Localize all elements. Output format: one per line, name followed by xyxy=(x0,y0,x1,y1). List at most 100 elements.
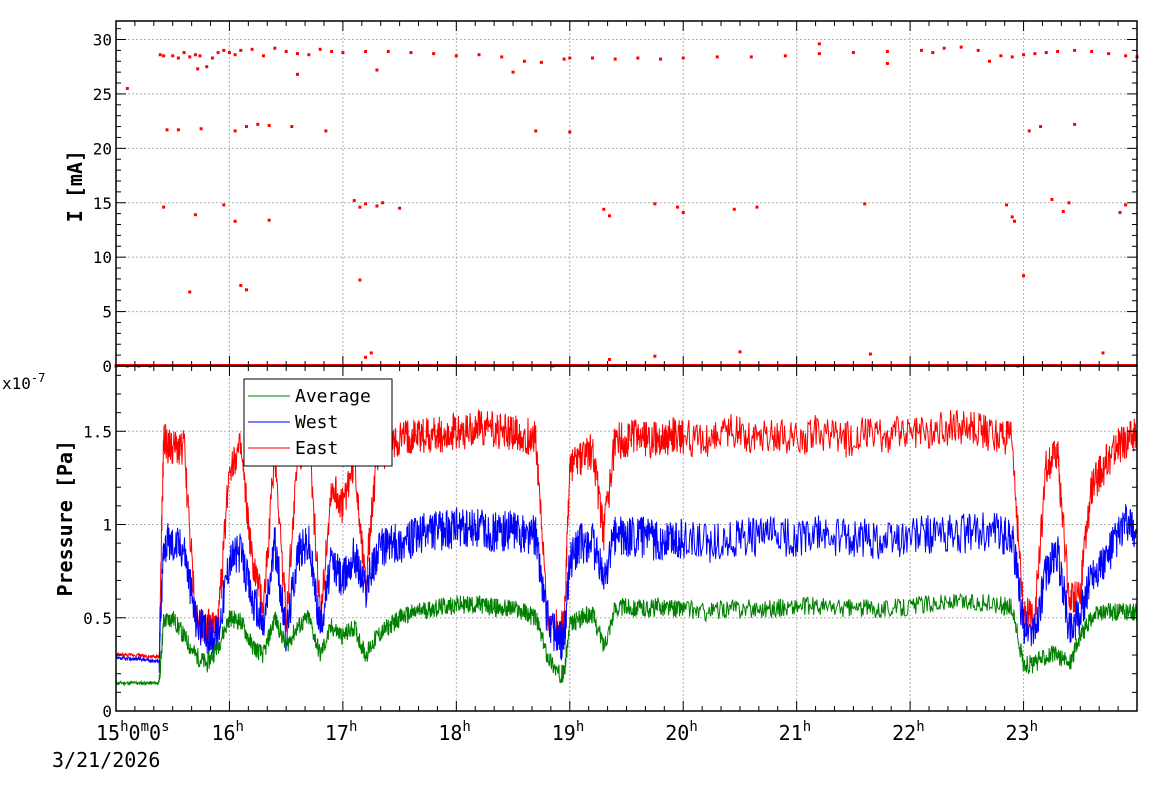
current-point xyxy=(267,123,271,127)
current-point xyxy=(749,55,753,59)
current-point xyxy=(1107,52,1111,56)
current-point xyxy=(358,205,362,209)
current-point xyxy=(386,49,390,53)
current-point xyxy=(171,54,175,58)
legend-label-average: Average xyxy=(295,386,371,407)
legend-label-east: East xyxy=(295,438,338,459)
current-point xyxy=(1039,125,1043,129)
legend-label-west: West xyxy=(295,412,338,433)
current-point xyxy=(1118,211,1122,215)
current-point xyxy=(1027,129,1031,133)
current-point xyxy=(205,65,209,69)
current-point xyxy=(222,203,226,207)
x-tick-label: 23h xyxy=(1006,719,1039,745)
current-point xyxy=(193,213,197,217)
current-point xyxy=(500,55,504,59)
current-point xyxy=(1124,54,1128,58)
current-series xyxy=(114,42,1139,368)
x-tick-label: 20h xyxy=(665,719,698,745)
current-point xyxy=(296,72,300,76)
current-point xyxy=(477,53,481,57)
current-point xyxy=(165,128,169,132)
current-point xyxy=(659,57,663,61)
current-point xyxy=(1010,215,1014,219)
current-point xyxy=(227,51,231,55)
current-point xyxy=(885,61,889,65)
current-point xyxy=(432,52,436,56)
tick-marks xyxy=(115,21,1138,712)
current-point xyxy=(188,290,192,294)
current-point xyxy=(381,201,385,205)
current-point xyxy=(607,214,611,218)
current-point xyxy=(715,55,719,59)
current-point xyxy=(244,288,248,292)
y-multiplier-label: x10-7 xyxy=(2,371,45,393)
current-point xyxy=(568,130,572,134)
x-tick-label: 15h0m0s xyxy=(96,719,170,745)
current-point xyxy=(590,56,594,60)
current-point xyxy=(676,205,680,209)
x-tick-label: 17h xyxy=(325,719,358,745)
current-point xyxy=(284,49,288,53)
current-point xyxy=(233,129,237,133)
current-point xyxy=(613,57,617,61)
top-y-tick-label: 20 xyxy=(93,139,112,158)
top-plot-frame xyxy=(115,20,1138,367)
current-point xyxy=(1061,209,1065,213)
current-point xyxy=(1056,49,1060,53)
current-point xyxy=(409,51,413,55)
current-point xyxy=(352,199,356,203)
top-y-tick-label: 15 xyxy=(93,194,112,213)
current-point xyxy=(817,52,821,56)
current-point xyxy=(318,47,322,51)
bottom-y-tick-label: 1.5 xyxy=(83,422,112,441)
x-tick-label: 16h xyxy=(211,719,244,745)
top-y-tick-label: 5 xyxy=(102,303,112,322)
top-y-tick-label: 30 xyxy=(93,31,112,50)
current-point xyxy=(364,49,368,53)
current-point xyxy=(817,42,821,46)
current-point xyxy=(1073,122,1077,126)
current-point xyxy=(216,51,220,55)
current-point xyxy=(1022,274,1026,278)
current-point xyxy=(296,52,300,56)
current-point xyxy=(539,60,543,64)
current-point xyxy=(261,54,265,58)
current-point xyxy=(522,59,526,63)
current-point xyxy=(244,125,248,129)
current-point xyxy=(341,51,345,55)
current-point xyxy=(755,205,759,209)
bottom-y-tick-label: 0 xyxy=(102,702,112,721)
current-point xyxy=(324,129,328,133)
current-point xyxy=(681,211,685,215)
current-point xyxy=(607,357,611,361)
current-point xyxy=(1050,197,1054,201)
bottom-y-tick-label: 1 xyxy=(102,516,112,535)
current-point xyxy=(375,68,379,72)
current-point xyxy=(602,207,606,211)
current-point xyxy=(568,56,572,60)
pressure-line-average xyxy=(115,592,1138,687)
current-point xyxy=(233,219,237,223)
current-point xyxy=(1044,51,1048,55)
current-point xyxy=(196,67,200,71)
current-point xyxy=(182,51,186,55)
legend: Average West East xyxy=(243,378,393,467)
current-point xyxy=(1033,52,1037,56)
current-point xyxy=(193,53,197,57)
current-point xyxy=(885,49,889,53)
current-point xyxy=(868,352,872,356)
current-point xyxy=(188,55,192,59)
current-point xyxy=(738,350,742,354)
top-y-tick-label: 25 xyxy=(93,85,112,104)
current-point xyxy=(364,202,368,206)
current-point xyxy=(256,122,260,126)
current-point xyxy=(369,351,373,355)
x-tick-label: 21h xyxy=(779,719,812,745)
current-point xyxy=(931,51,935,55)
bottom-y-tick-label: 0.5 xyxy=(83,609,112,628)
current-point xyxy=(863,202,867,206)
current-point xyxy=(307,53,311,57)
